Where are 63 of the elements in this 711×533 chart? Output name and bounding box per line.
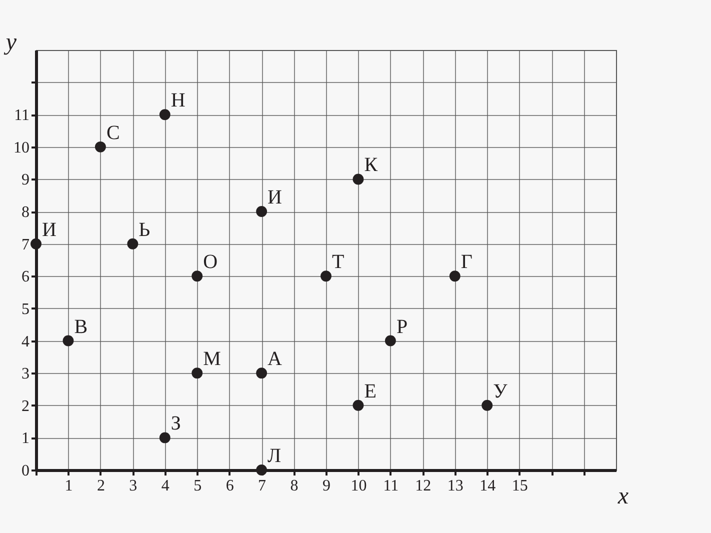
x-tick-label: 4 xyxy=(161,478,170,494)
point xyxy=(482,400,493,411)
x-axis-title: x xyxy=(616,484,629,510)
annotation: З xyxy=(170,412,181,435)
x-tick-label: 7 xyxy=(258,478,266,494)
x-tick-label: 14 xyxy=(480,478,496,494)
annotation: Т xyxy=(332,251,344,274)
x-tick-label: 15 xyxy=(512,478,528,494)
annotation: Е xyxy=(364,380,376,402)
annotation: У xyxy=(493,380,508,402)
annotation: С xyxy=(106,122,120,144)
x-tick-label: 13 xyxy=(447,478,464,494)
point xyxy=(384,335,396,346)
y-tick-label: 2 xyxy=(22,398,30,415)
point xyxy=(256,206,268,218)
point xyxy=(94,141,106,152)
x-tick-label: 12 xyxy=(415,478,432,494)
x-tick-label: 2 xyxy=(96,478,105,494)
y-tick-label: 4 xyxy=(22,333,30,350)
point xyxy=(192,270,203,282)
y-axis-title: y xyxy=(4,30,17,56)
annotation: И xyxy=(42,218,56,241)
y-tick-label: 0 xyxy=(22,462,30,480)
annotation: Ь xyxy=(138,218,150,241)
x-tick-label: 9 xyxy=(322,478,330,494)
point xyxy=(159,109,170,120)
point xyxy=(256,368,268,379)
y-tick-label: 11 xyxy=(14,107,30,124)
y-tick-label: 5 xyxy=(22,300,30,318)
x-tick-label: 8 xyxy=(290,478,298,494)
x-tick-label: 3 xyxy=(129,478,138,494)
y-tick-label: 7 xyxy=(22,236,30,254)
y-tick-label: 3 xyxy=(22,366,30,383)
point xyxy=(192,368,203,379)
annotation: К xyxy=(364,154,378,176)
point xyxy=(352,174,364,185)
annotation: О xyxy=(203,251,218,274)
point xyxy=(256,464,268,476)
point xyxy=(127,238,138,250)
y-tick-label: 10 xyxy=(14,139,30,156)
point xyxy=(449,270,460,282)
y-tick-label: 1 xyxy=(22,430,30,448)
point xyxy=(352,400,364,411)
x-tick-label: 1 xyxy=(64,478,73,494)
annotation: Р xyxy=(396,316,408,338)
y-tick-label: 9 xyxy=(22,172,30,189)
x-tick-label: 6 xyxy=(226,478,234,494)
annotation: Л xyxy=(268,445,282,467)
x-tick-label: 10 xyxy=(350,478,367,494)
x-tick-label: 11 xyxy=(383,478,399,494)
annotation: Г xyxy=(460,251,472,274)
x-tick-label: 5 xyxy=(194,478,202,494)
point xyxy=(159,432,170,444)
point xyxy=(62,335,74,346)
annotation: Н xyxy=(170,90,186,112)
annotation: А xyxy=(268,348,283,370)
y-tick-label: 8 xyxy=(22,204,30,222)
annotation: М xyxy=(203,348,222,370)
annotation: В xyxy=(74,316,88,338)
y-tick-label: 6 xyxy=(22,268,30,286)
point xyxy=(30,238,42,250)
annotation: И xyxy=(268,186,282,209)
point xyxy=(320,270,332,282)
